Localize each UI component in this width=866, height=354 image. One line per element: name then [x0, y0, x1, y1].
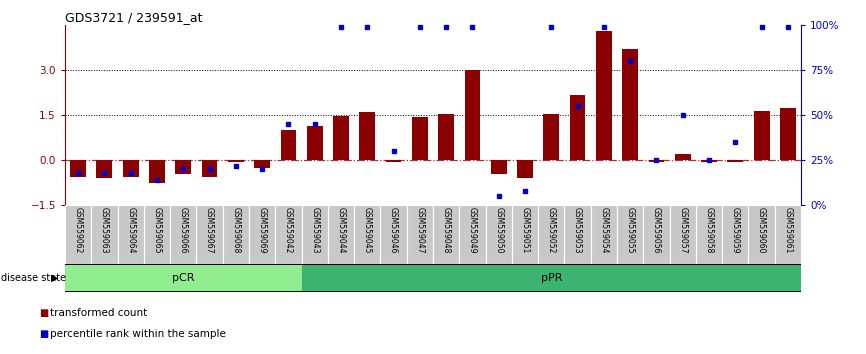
Text: GSM559048: GSM559048	[442, 207, 450, 253]
Bar	[570, 96, 585, 160]
Text: ▶: ▶	[51, 273, 59, 283]
Text: GSM559056: GSM559056	[652, 207, 661, 253]
Text: GSM559055: GSM559055	[625, 207, 635, 253]
Bar	[249, 205, 275, 264]
Text: GSM559046: GSM559046	[389, 207, 398, 253]
Bar	[538, 205, 565, 264]
Bar	[359, 112, 375, 160]
Bar	[675, 154, 691, 160]
Text: GSM559059: GSM559059	[731, 207, 740, 253]
Bar	[433, 205, 459, 264]
Text: GSM559066: GSM559066	[178, 207, 188, 253]
Bar	[65, 265, 301, 291]
Text: ■: ■	[39, 329, 48, 338]
Bar	[623, 49, 638, 160]
Text: GSM559063: GSM559063	[100, 207, 109, 253]
Text: GSM559061: GSM559061	[784, 207, 792, 253]
Bar	[197, 205, 223, 264]
Bar	[301, 205, 328, 264]
Text: GSM559064: GSM559064	[126, 207, 135, 253]
Bar	[255, 160, 270, 168]
Bar	[596, 31, 611, 160]
Bar	[412, 116, 428, 160]
Text: GSM559069: GSM559069	[257, 207, 267, 253]
Text: GSM559053: GSM559053	[573, 207, 582, 253]
Bar	[748, 205, 775, 264]
Bar	[780, 108, 796, 160]
Text: GSM559043: GSM559043	[310, 207, 320, 253]
Text: GSM559049: GSM559049	[468, 207, 477, 253]
Bar	[464, 70, 481, 160]
Text: GSM559044: GSM559044	[337, 207, 346, 253]
Bar	[281, 130, 296, 160]
Bar	[591, 205, 617, 264]
Bar	[753, 110, 770, 160]
Text: pCR: pCR	[172, 273, 195, 283]
Text: ■: ■	[39, 308, 48, 318]
Bar	[301, 265, 801, 291]
Bar	[701, 160, 717, 162]
Text: GSM559057: GSM559057	[678, 207, 688, 253]
Text: GSM559047: GSM559047	[416, 207, 424, 253]
Text: pPR: pPR	[540, 273, 562, 283]
Bar	[491, 160, 507, 174]
Text: GSM559042: GSM559042	[284, 207, 293, 253]
Text: GSM559051: GSM559051	[520, 207, 529, 253]
Text: GSM559054: GSM559054	[599, 207, 609, 253]
Bar	[354, 205, 380, 264]
Bar	[328, 205, 354, 264]
Bar	[722, 205, 748, 264]
Bar	[96, 160, 113, 178]
Text: GSM559067: GSM559067	[205, 207, 214, 253]
Bar	[617, 205, 643, 264]
Bar	[643, 205, 669, 264]
Text: GDS3721 / 239591_at: GDS3721 / 239591_at	[65, 11, 203, 24]
Bar	[307, 126, 322, 160]
Text: GSM559068: GSM559068	[231, 207, 241, 253]
Bar	[486, 205, 512, 264]
Bar	[202, 160, 217, 177]
Bar	[517, 160, 533, 178]
Bar	[149, 160, 165, 183]
Text: GSM559045: GSM559045	[363, 207, 372, 253]
Bar	[459, 205, 486, 264]
Bar	[669, 205, 696, 264]
Bar	[175, 160, 191, 174]
Bar	[223, 205, 249, 264]
Bar	[438, 114, 454, 160]
Text: disease state: disease state	[1, 273, 66, 283]
Bar	[727, 160, 743, 162]
Bar	[333, 116, 349, 160]
Bar	[228, 160, 243, 162]
Bar	[91, 205, 118, 264]
Bar	[275, 205, 301, 264]
Text: GSM559050: GSM559050	[494, 207, 503, 253]
Bar	[565, 205, 591, 264]
Text: GSM559065: GSM559065	[152, 207, 161, 253]
Bar	[70, 160, 86, 177]
Text: GSM559062: GSM559062	[74, 207, 82, 253]
Bar	[407, 205, 433, 264]
Bar	[385, 160, 402, 162]
Bar	[65, 205, 91, 264]
Text: GSM559052: GSM559052	[546, 207, 556, 253]
Bar	[123, 160, 139, 177]
Bar	[696, 205, 722, 264]
Text: GSM559058: GSM559058	[705, 207, 714, 253]
Bar	[649, 160, 664, 162]
Bar	[512, 205, 538, 264]
Bar	[118, 205, 144, 264]
Bar	[544, 114, 559, 160]
Text: GSM559060: GSM559060	[757, 207, 766, 253]
Bar	[144, 205, 170, 264]
Text: percentile rank within the sample: percentile rank within the sample	[50, 329, 226, 338]
Bar	[380, 205, 407, 264]
Bar	[775, 205, 801, 264]
Bar	[170, 205, 197, 264]
Text: transformed count: transformed count	[50, 308, 147, 318]
